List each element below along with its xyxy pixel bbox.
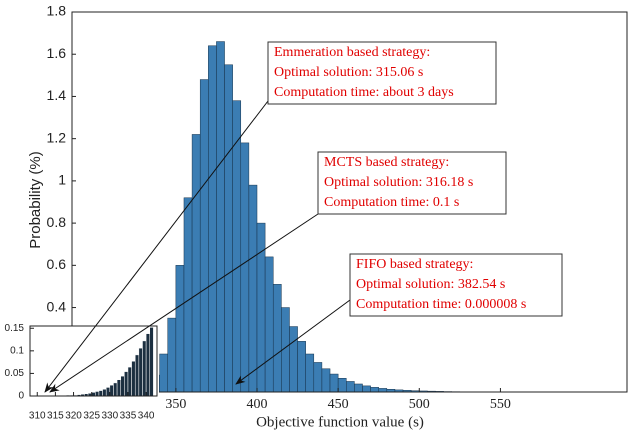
histogram-bar	[346, 381, 355, 393]
histogram-bar	[199, 79, 209, 393]
histogram-bar	[167, 317, 177, 393]
x-tick-label: 320	[65, 411, 82, 422]
y-axis-label: Probability (%)	[27, 151, 44, 249]
histogram-bar	[127, 366, 132, 397]
annotation-text: Optimal solution: 316.18 s	[324, 175, 473, 190]
y-tick-label: 0.05	[5, 368, 25, 379]
histogram-bar	[313, 362, 323, 393]
histogram-bar	[142, 340, 147, 397]
histogram-bar	[272, 284, 282, 393]
y-tick-label: 0.1	[10, 345, 24, 356]
histogram-bar	[354, 383, 363, 393]
histogram-bar	[124, 371, 129, 397]
histogram-bar	[248, 184, 258, 393]
x-tick-label: 350	[165, 397, 186, 412]
annotation-text: Optimal solution: 382.54 s	[356, 277, 505, 292]
y-tick-label: 0.4	[47, 298, 67, 314]
histogram-bar	[305, 353, 315, 393]
histogram-bar	[297, 341, 306, 393]
x-tick-label: 340	[138, 411, 155, 422]
annotation-text: Computation time: 0.000008 s	[356, 297, 526, 312]
annotation-text: Computation time: 0.1 s	[324, 195, 459, 210]
histogram-bar	[138, 347, 143, 397]
histogram-bar	[232, 100, 242, 393]
annotation-text: FIFO based strategy:	[356, 257, 473, 272]
y-tick-label: 1.6	[47, 45, 67, 61]
histogram-bar	[116, 379, 121, 397]
histogram-bar	[134, 354, 140, 397]
histogram-bar	[321, 368, 331, 393]
x-tick-label: 550	[490, 397, 511, 412]
annotation-text: Optimal solution: 315.06 s	[274, 65, 423, 80]
histogram-bar	[264, 256, 274, 393]
x-tick-label: 450	[328, 397, 349, 412]
histogram-bar	[183, 197, 193, 393]
annotation-text: Emmeration based strategy:	[274, 45, 430, 60]
histogram-bar	[216, 41, 225, 393]
histogram-bar	[91, 392, 96, 397]
annotation-arrow	[235, 299, 351, 385]
annotation-box	[317, 151, 507, 215]
histogram-bar	[145, 333, 150, 397]
x-tick-label: 315	[47, 411, 64, 422]
histogram-bar	[109, 384, 114, 397]
histogram-bar	[256, 222, 266, 393]
plot-frame	[71, 11, 628, 393]
histogram-bar	[378, 388, 388, 393]
histogram-bar	[95, 391, 100, 397]
y-tick-label: 0	[18, 391, 24, 402]
histogram-bar	[337, 378, 347, 393]
histogram-bar	[131, 360, 136, 397]
plot-frame	[29, 325, 158, 397]
y-tick-label: 0.15	[5, 323, 25, 334]
x-tick-label: 330	[101, 411, 118, 422]
histogram-bar	[370, 387, 379, 393]
y-tick-label: 1.2	[47, 129, 67, 145]
histogram-bar	[98, 390, 103, 397]
annotation-arrow	[49, 213, 319, 393]
histogram-bar	[175, 265, 185, 393]
x-tick-label: 310	[29, 411, 46, 422]
histogram-bar	[120, 375, 125, 397]
histogram-bar	[191, 134, 201, 393]
histogram-bar	[113, 382, 118, 397]
x-tick-label: 400	[247, 397, 268, 412]
annotation-arrow	[44, 100, 269, 393]
histogram-bar	[329, 373, 339, 393]
annotation-text: Computation time: about 3 days	[274, 85, 454, 100]
y-tick-label: 0.6	[47, 256, 67, 272]
histogram-bar	[102, 388, 107, 397]
annotation-box	[349, 253, 563, 317]
histogram-bar	[149, 327, 154, 397]
y-tick-label: 1	[58, 172, 66, 188]
histogram-bar	[224, 64, 233, 393]
y-tick-label: 1.4	[47, 87, 67, 103]
histogram-bar	[289, 326, 298, 393]
histogram-bar	[240, 142, 250, 393]
y-tick-label: 0.8	[47, 214, 67, 230]
annotation-box	[267, 41, 497, 105]
x-tick-label: 325	[83, 411, 100, 422]
x-tick-label: 500	[409, 397, 430, 412]
x-axis-label: Objective function value (s)	[256, 414, 424, 430]
annotation-text: MCTS based strategy:	[324, 155, 449, 170]
histogram-bar	[159, 353, 168, 393]
histogram-bar	[105, 387, 111, 397]
x-tick-label: 335	[120, 411, 137, 422]
histogram-bar	[208, 45, 217, 393]
histogram-bar	[362, 385, 371, 393]
y-tick-label: 1.8	[47, 3, 67, 19]
